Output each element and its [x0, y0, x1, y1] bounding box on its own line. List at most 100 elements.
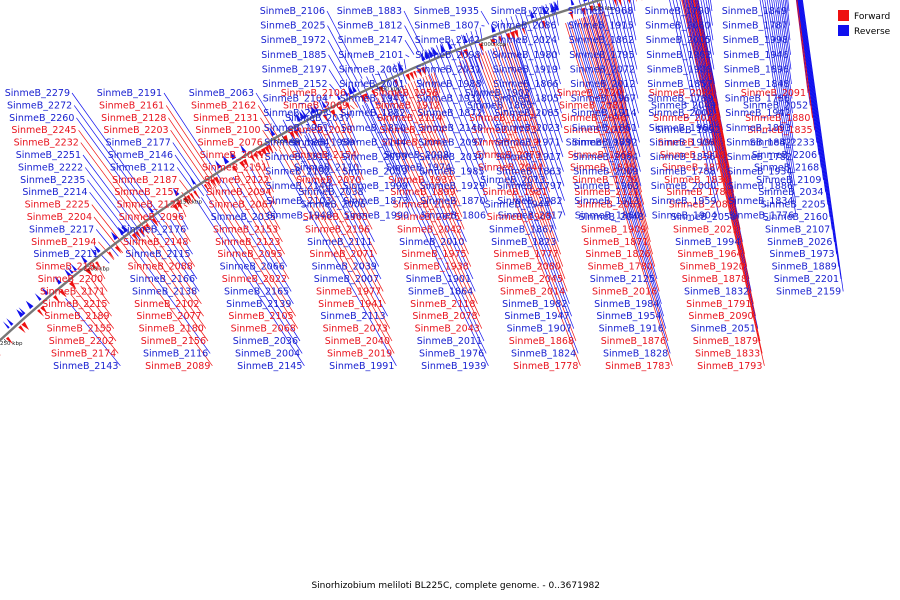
gene-label: SinmeB_1956: [373, 88, 438, 99]
leader-line: [795, 0, 809, 94]
forward-gene-glyph: [249, 154, 256, 164]
leader-line: [480, 10, 490, 25]
reverse-gene-glyph: [335, 91, 341, 101]
leader-line: [685, 0, 756, 317]
gene-label: SinmeB_2012: [570, 79, 635, 90]
gene-label: SinmeB_1982: [502, 299, 567, 310]
leader-line: [686, 0, 752, 292]
gene-label: SinmeB_1832: [684, 286, 749, 297]
leader-line: [410, 82, 458, 193]
tick-label: 2000 kbp: [480, 42, 506, 48]
leader-line: [82, 154, 145, 238]
leader-line: [295, 112, 334, 187]
gene-label: SinmeB_2104: [263, 94, 328, 105]
gene-label: SinmeB_2080: [496, 262, 561, 273]
legend-swatch-forward: [838, 10, 849, 21]
leader-line: [347, 92, 358, 108]
forward-gene-glyph: [59, 289, 67, 298]
reverse-gene-glyph: [215, 160, 222, 169]
leader-line: [591, 15, 642, 193]
leader-line: [801, 0, 840, 267]
gene-label: SinmeB_1998: [723, 35, 788, 46]
leader-line: [324, 97, 331, 114]
leader-line: [265, 157, 270, 168]
leader-line: [178, 212, 189, 230]
gene-label: SinmeB_2204: [27, 212, 92, 223]
gene-label: SinmeB_2102: [134, 299, 199, 310]
leader-line: [279, 149, 395, 354]
reverse-gene-glyph: [54, 276, 62, 285]
forward-gene-glyph: [207, 181, 214, 190]
leader-line: [237, 174, 285, 255]
reverse-gene-glyph: [320, 99, 327, 108]
gene-label: SinmeB_2025: [260, 21, 325, 32]
gene-label: SinmeB_1915: [568, 21, 633, 32]
leader-line: [600, 0, 640, 143]
leader-line: [676, 0, 719, 187]
forward-gene-glyph: [569, 11, 574, 21]
leader-line: [182, 209, 187, 218]
leader-line: [688, 0, 717, 128]
gene-label: SinmeB_1830: [664, 175, 729, 186]
reverse-gene-glyph: [2, 321, 10, 329]
reverse-gene-glyph: [351, 83, 357, 93]
gene-label: SinmeB_1886: [728, 181, 793, 192]
gene-label: SinmeB_1884: [264, 137, 329, 148]
forward-gene-glyph: [95, 261, 102, 270]
forward-gene-glyph: [260, 147, 268, 157]
forward-gene-glyph: [172, 203, 180, 213]
leader-line: [341, 115, 360, 156]
gene-label: SinmeB_2211: [33, 249, 98, 260]
leader-line: [224, 182, 292, 292]
forward-gene-glyph: [18, 325, 26, 334]
gene-label: SinmeB_1783: [605, 361, 670, 372]
leader-line: [683, 0, 761, 342]
forward-gene-glyph: [131, 232, 139, 242]
gene-label: SinmeB_2015: [563, 125, 628, 136]
gene-label: SinmeB_2180: [139, 324, 204, 335]
leader-line: [205, 194, 301, 342]
forward-gene-glyph: [282, 135, 289, 144]
gene-label: SinmeB_1942: [725, 108, 790, 119]
leader-line: [210, 191, 299, 329]
reverse-gene-glyph: [583, 0, 588, 2]
legend-swatch-reverse: [838, 25, 849, 36]
gene-label: SinmeB_1994: [675, 237, 740, 248]
gene-label: SinmeB_2117: [393, 200, 458, 211]
gene-label: SinmeB_2168: [754, 162, 819, 173]
reverse-gene-glyph: [310, 105, 317, 114]
forward-gene-glyph: [405, 73, 411, 83]
leader-line: [446, 40, 486, 143]
leader-line: [404, 40, 415, 55]
leader-line: [377, 97, 480, 317]
leader-line: [575, 19, 662, 304]
forward-gene-glyph: [293, 129, 300, 139]
gene-label: SinmeB_2109: [756, 175, 821, 186]
leader-line: [506, 43, 542, 143]
leader-line: [515, 14, 564, 158]
tick-label: 2250 kbp: [0, 341, 23, 347]
tick-label: 2100 kbp: [273, 139, 299, 145]
gene-label: SinmeB_1899: [390, 187, 455, 198]
gene-label: SinmeB_1869: [568, 150, 633, 161]
gene-label: SinmeB_2067: [209, 200, 274, 211]
forward-gene-glyph: [311, 119, 318, 129]
gene-label: SinmeB_2018: [287, 125, 352, 136]
leader-line: [319, 126, 373, 230]
forward-gene-glyph: [40, 305, 48, 314]
gene-label: SinmeB_1992: [655, 125, 720, 136]
gene-label: SinmeB_2099: [342, 152, 407, 163]
leader-line: [73, 105, 162, 226]
gene-label: SinmeB_1938: [404, 262, 469, 273]
leader-line: [459, 61, 581, 366]
gene-label: SinmeB_1967: [571, 94, 636, 105]
gene-label: SinmeB_2086: [491, 21, 556, 32]
tick-label: 2050 kbp: [375, 87, 401, 93]
gene-label: SinmeB_2021: [673, 224, 738, 235]
gene-label: SinmeB_1873: [343, 196, 408, 207]
leader-line: [232, 176, 288, 267]
gene-label: SinmeB_2038: [298, 187, 363, 198]
gene-label: SinmeB_1999: [343, 181, 408, 192]
gene-label: SinmeB_2191: [97, 88, 162, 99]
gene-label: SinmeB_2160: [763, 212, 828, 223]
